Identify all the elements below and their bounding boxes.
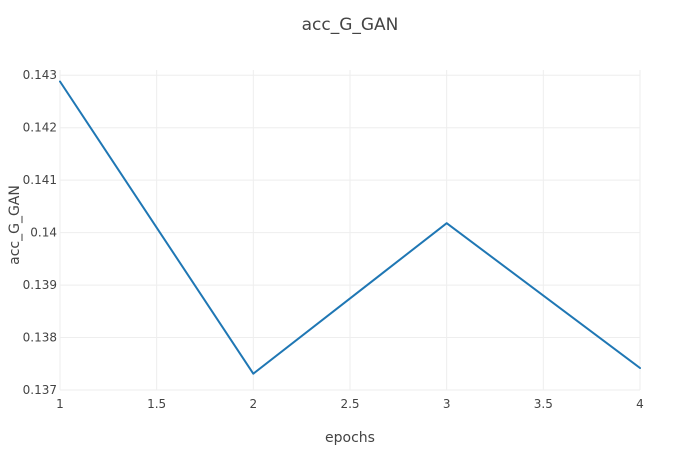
chart-title: acc_G_GAN — [302, 15, 399, 35]
x-axis-ticks: 1 1.5 2 2.5 3 3.5 4 — [56, 397, 644, 411]
x-tick-label: 4 — [636, 397, 644, 411]
y-tick-label: 0.137 — [23, 383, 57, 397]
x-tick-label: 2 — [250, 397, 258, 411]
y-tick-label: 0.14 — [30, 226, 57, 240]
y-tick-label: 0.139 — [23, 278, 57, 292]
y-tick-label: 0.141 — [23, 173, 57, 187]
x-tick-label: 2.5 — [340, 397, 359, 411]
x-tick-label: 1 — [56, 397, 64, 411]
x-tick-label: 3 — [443, 397, 451, 411]
x-tick-label: 3.5 — [534, 397, 553, 411]
y-tick-label: 0.142 — [23, 121, 57, 135]
series-layer — [59, 80, 641, 375]
y-tick-label: 0.138 — [23, 331, 57, 345]
y-axis-title: acc_G_GAN — [7, 185, 23, 265]
y-axis-ticks: 0.137 0.138 0.139 0.14 0.141 0.142 0.143 — [23, 68, 57, 397]
series-line — [59, 80, 641, 375]
x-axis-title: epochs — [325, 430, 375, 446]
y-tick-label: 0.143 — [23, 68, 57, 82]
grid — [59, 70, 641, 391]
x-tick-label: 1.5 — [147, 397, 166, 411]
